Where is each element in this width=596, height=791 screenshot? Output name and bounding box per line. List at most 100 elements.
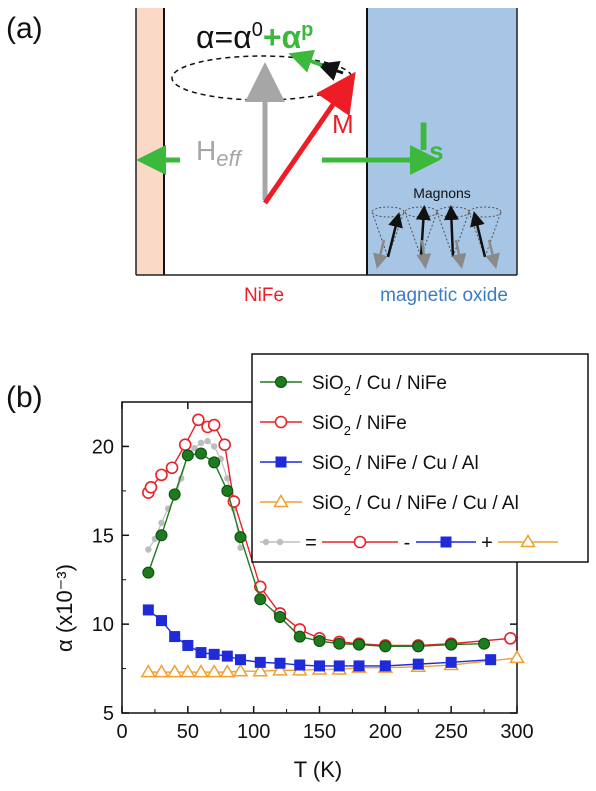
data-point xyxy=(276,538,284,546)
legend-label: SiO2 / Cu / NiFe xyxy=(312,373,447,398)
magnon-cones xyxy=(371,205,502,269)
legend-equation-row: = - + xyxy=(260,532,558,554)
data-point xyxy=(275,376,287,388)
x-axis-label: T (K) xyxy=(294,757,342,782)
data-point xyxy=(232,663,249,677)
data-point xyxy=(144,481,158,494)
data-point xyxy=(294,659,306,671)
data-point xyxy=(478,637,491,650)
data-point xyxy=(153,664,170,678)
data-point xyxy=(208,648,220,660)
chart-series xyxy=(140,413,525,678)
data-point xyxy=(221,484,234,497)
x-tick-label: 150 xyxy=(303,721,336,743)
data-point xyxy=(273,494,289,508)
legend-entry: SiO2 / Cu / NiFe xyxy=(260,373,447,398)
data-point xyxy=(195,447,207,460)
y-tick-label: 5 xyxy=(103,703,114,725)
data-point xyxy=(155,529,168,542)
x-tick-label: 200 xyxy=(369,721,402,743)
m-label: M xyxy=(332,109,354,139)
legend-label: SiO2 / Cu / NiFe / Cu / Al xyxy=(312,493,519,518)
data-point xyxy=(440,536,452,548)
legend-equation-operator: = xyxy=(305,532,317,554)
y-tick-label: 20 xyxy=(92,436,114,458)
data-point xyxy=(165,461,179,475)
data-point xyxy=(182,639,194,651)
data-point xyxy=(206,664,222,678)
data-point xyxy=(235,654,246,666)
data-point xyxy=(195,647,207,659)
x-tick-label: 300 xyxy=(500,721,533,743)
data-point xyxy=(379,640,392,653)
data-point xyxy=(197,439,205,447)
oxide-layer xyxy=(367,8,517,275)
y-tick-label: 10 xyxy=(92,614,114,636)
data-point xyxy=(274,415,288,429)
data-point xyxy=(224,475,231,482)
data-point xyxy=(140,664,157,678)
data-point xyxy=(275,456,287,468)
legend-equation-operator: - xyxy=(404,532,411,554)
data-point xyxy=(158,519,165,527)
legend-entry: SiO2 / Cu / NiFe / Cu / Al xyxy=(260,493,519,518)
data-point xyxy=(274,611,286,624)
data-point xyxy=(353,660,365,672)
data-point xyxy=(252,663,269,677)
data-point xyxy=(155,468,168,482)
nife-label: NiFe xyxy=(244,285,284,306)
oxide-label: magnetic oxide xyxy=(380,285,508,306)
data-point xyxy=(314,660,325,672)
data-point xyxy=(142,566,155,579)
data-point xyxy=(145,546,152,553)
chart-legend: SiO2 / Cu / NiFe SiO2 / NiFe SiO2 / NiFe /… xyxy=(251,353,589,563)
pumping-torque-arrow xyxy=(288,49,323,73)
data-point xyxy=(210,443,218,450)
data-point xyxy=(191,445,198,452)
data-point xyxy=(208,456,221,469)
data-point xyxy=(333,637,346,650)
x-tick-label: 100 xyxy=(237,721,270,743)
data-point xyxy=(445,638,458,651)
data-point xyxy=(509,649,525,664)
data-point xyxy=(218,438,231,451)
data-point xyxy=(254,656,266,668)
data-point xyxy=(504,632,517,645)
panel-b-label: (b) xyxy=(6,381,43,414)
damping-equation: α=α0+αp xyxy=(196,19,313,55)
data-point xyxy=(219,664,236,678)
data-point xyxy=(180,664,196,678)
legend-label: SiO2 / NiFe / Cu / Al xyxy=(312,453,479,478)
data-point xyxy=(204,437,211,445)
data-point xyxy=(412,658,424,670)
series-2 xyxy=(142,604,497,672)
x-tick-label: 50 xyxy=(177,721,199,743)
data-point xyxy=(168,488,181,501)
heff-label: Heff xyxy=(196,135,244,171)
data-point xyxy=(234,531,247,544)
data-point xyxy=(353,638,365,651)
data-point xyxy=(181,449,194,462)
damping-torque-arrow xyxy=(317,61,344,81)
x-tick-label: 0 xyxy=(116,721,127,743)
data-point xyxy=(379,660,391,672)
magnons-label: Magnons xyxy=(413,185,471,201)
data-point xyxy=(221,650,233,662)
data-point xyxy=(313,635,326,648)
x-tick-label: 250 xyxy=(434,721,467,743)
series-0 xyxy=(142,447,491,653)
magnetization-arrow xyxy=(262,71,356,205)
damping-chart-panel-b: (b) 0 50 100 150 200 250 300 5 10 15 20 T (K) α (x… xyxy=(6,353,589,782)
data-point xyxy=(192,413,205,427)
data-point xyxy=(166,664,183,678)
legend-equation-operator: + xyxy=(481,532,493,554)
data-point xyxy=(142,604,154,616)
legend-frame xyxy=(251,353,589,563)
data-point xyxy=(445,656,457,668)
legend-label: SiO2 / NiFe xyxy=(312,413,407,438)
data-point xyxy=(412,640,425,653)
data-point xyxy=(237,544,244,551)
data-point xyxy=(193,664,209,678)
data-point xyxy=(333,660,345,672)
legend-entry: SiO2 / NiFe xyxy=(260,413,407,438)
